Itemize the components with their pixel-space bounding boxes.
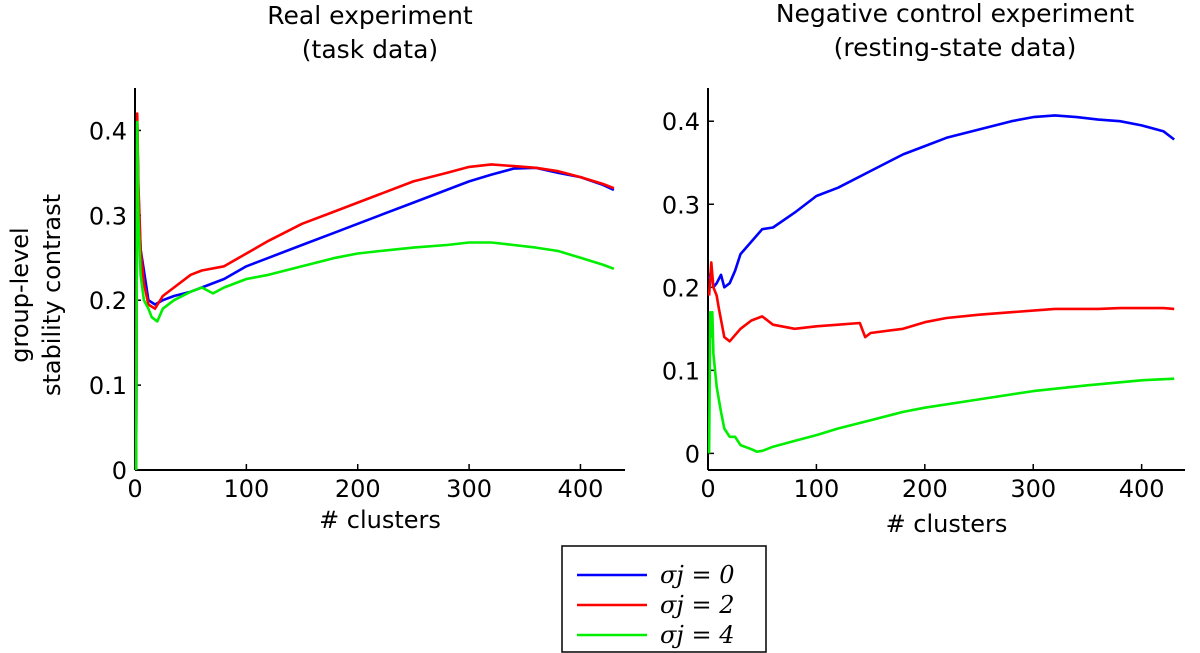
legend: σj = 0σj = 2σj = 4 (561, 545, 767, 653)
y-tick-label: 0.1 (662, 357, 700, 385)
series-line-1 (134, 120, 615, 471)
y-tick-label: 0.2 (662, 274, 700, 302)
y-tick-label: 0.4 (89, 117, 127, 145)
legend-label-1: σj = 0 (660, 561, 734, 589)
y-tick-label: 0.2 (89, 287, 127, 315)
x-tick-label: 300 (446, 475, 492, 503)
y-axis-label-line: stability contrast (38, 194, 66, 396)
chart-panel-1: Real experiment (task data) 0 100 200 300 400 0… (6, 1, 625, 534)
y-tick-label: 0.1 (89, 372, 127, 400)
legend-label-2: σj = 2 (660, 591, 734, 619)
x-tick-label: 0 (700, 475, 715, 503)
x-tick-label: 400 (558, 475, 604, 503)
x-tick-label: 100 (223, 475, 269, 503)
legend-label-3: σj = 4 (660, 621, 734, 649)
y-tick-label: 0.3 (89, 202, 127, 230)
x-tick-label: 0 (127, 475, 142, 503)
y-tick-label: 0.3 (662, 191, 700, 219)
chart-panel-2: Negative control experiment (resting-stat… (662, 0, 1185, 538)
y-tick-label: 0 (112, 457, 127, 485)
chart-title-line: Real experiment (267, 1, 473, 30)
chart-title-line: Negative control experiment (776, 0, 1135, 28)
y-axis-label-line: group-level (6, 227, 34, 362)
series-line-2 (707, 261, 1175, 343)
x-axis-label: # clusters (886, 510, 1008, 538)
y-tick-label: 0 (685, 440, 700, 468)
series-line-1 (707, 114, 1175, 289)
x-axis-label: # clusters (319, 506, 441, 534)
x-tick-label: 200 (335, 475, 381, 503)
x-tick-label: 400 (1119, 475, 1165, 503)
series-line-3 (707, 310, 1175, 454)
x-tick-label: 200 (902, 475, 948, 503)
series-line-3 (134, 120, 615, 471)
x-tick-label: 300 (1010, 475, 1056, 503)
chart-title-line: (task data) (302, 35, 438, 64)
chart-title-line: (resting-state data) (834, 33, 1077, 62)
series-line-2 (134, 112, 615, 471)
y-tick-label: 0.4 (662, 108, 700, 136)
x-tick-label: 100 (794, 475, 840, 503)
